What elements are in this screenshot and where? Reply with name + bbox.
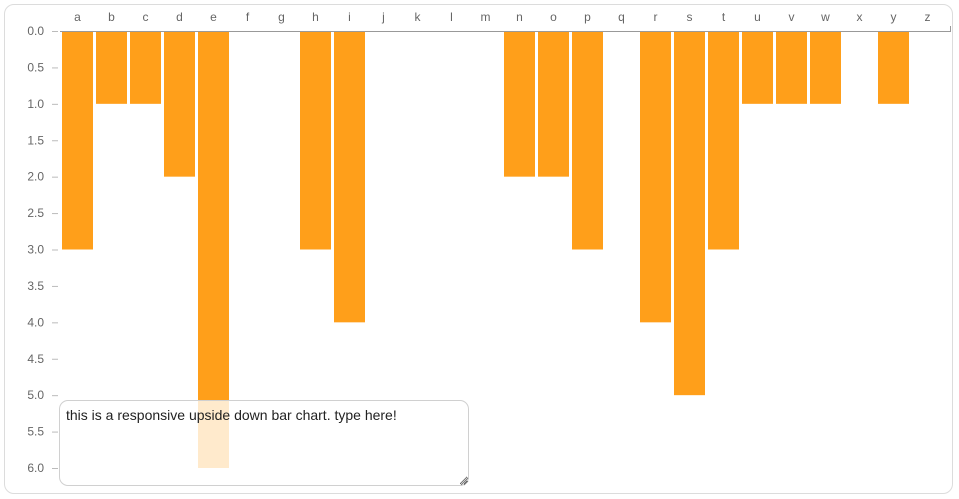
x-tick-label-w: w	[820, 10, 830, 24]
bar-h	[300, 31, 331, 250]
x-tick-label-l: l	[450, 10, 453, 24]
x-tick-label-y: y	[891, 10, 897, 24]
y-tick-label: 6.0	[27, 461, 44, 475]
bar-n	[504, 31, 535, 177]
y-tick-label: 4.5	[27, 352, 44, 366]
x-tick-label-o: o	[550, 10, 557, 24]
x-tick-label-u: u	[754, 10, 761, 24]
x-tick-label-s: s	[687, 10, 693, 24]
bar-a	[62, 31, 93, 250]
bars-group	[62, 31, 909, 468]
bar-d	[164, 31, 195, 177]
x-tick-label-a: a	[74, 10, 81, 24]
x-tick-label-q: q	[618, 10, 625, 24]
y-tick-label: 0.5	[27, 60, 44, 74]
y-tick-label: 0.0	[27, 24, 44, 38]
x-tick-label-m: m	[481, 10, 491, 24]
bar-e	[198, 31, 229, 468]
x-tick-label-z: z	[925, 10, 931, 24]
bar-r	[640, 31, 671, 323]
bar-v	[776, 31, 807, 104]
y-tick-labels: 0.0 0.5 1.0 1.5 2.0 2.5 3.0 3.5 4.0 4.5 5.0 5.5 6.0	[27, 24, 58, 475]
y-tick-label: 1.5	[27, 133, 44, 147]
y-tick-label: 2.0	[27, 170, 44, 184]
bar-w	[810, 31, 841, 104]
x-tick-label-c: c	[143, 10, 149, 24]
x-tick-label-i: i	[348, 10, 351, 24]
x-tick-label-v: v	[789, 10, 795, 24]
x-tick-label-g: g	[278, 10, 285, 24]
x-tick-label-p: p	[584, 10, 591, 24]
y-tick-label: 5.0	[27, 388, 44, 402]
x-tick-label-x: x	[857, 10, 863, 24]
bar-p	[572, 31, 603, 250]
x-tick-label-r: r	[654, 10, 658, 24]
x-tick-label-e: e	[210, 10, 217, 24]
x-tick-label-d: d	[176, 10, 183, 24]
x-tick-label-k: k	[415, 10, 422, 24]
bar-c	[130, 31, 161, 104]
y-tick-label: 4.0	[27, 315, 44, 329]
y-tick-label: 3.0	[27, 243, 44, 257]
y-tick-label: 1.0	[27, 97, 44, 111]
bar-o	[538, 31, 569, 177]
chart-text-input[interactable]	[59, 400, 469, 486]
bar-t	[708, 31, 739, 250]
y-tick-label: 5.5	[27, 425, 44, 439]
bar-i	[334, 31, 365, 323]
y-tick-label: 2.5	[27, 206, 44, 220]
bar-b	[96, 31, 127, 104]
x-tick-label-t: t	[722, 10, 726, 24]
x-tick-labels: a b c d e f g h i j k l m n o p q r s t u v w x y z	[74, 10, 930, 24]
bar-s	[674, 31, 705, 396]
x-tick-label-h: h	[312, 10, 319, 24]
x-tick-label-f: f	[246, 10, 250, 24]
x-tick-label-j: j	[381, 10, 385, 24]
bar-y	[878, 31, 909, 104]
x-tick-label-b: b	[108, 10, 115, 24]
y-tick-label: 3.5	[27, 279, 44, 293]
bar-u	[742, 31, 773, 104]
x-tick-label-n: n	[516, 10, 523, 24]
